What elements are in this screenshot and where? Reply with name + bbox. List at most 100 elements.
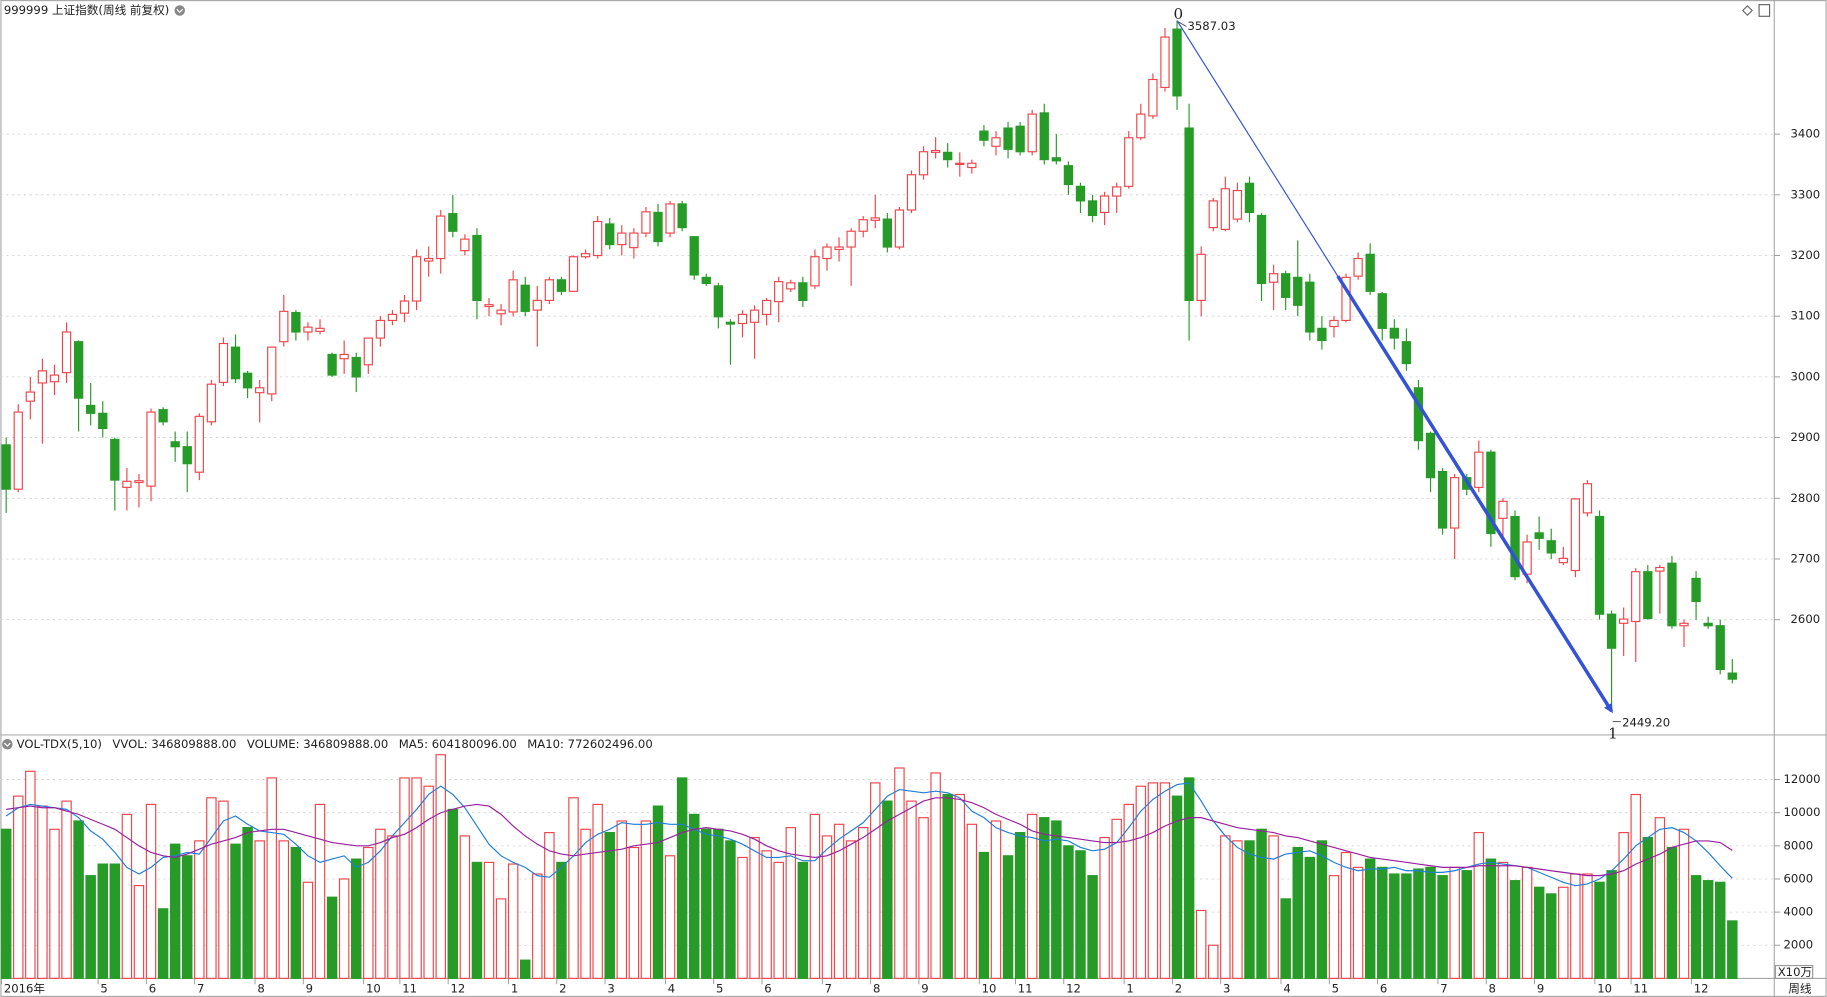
candle-body	[1281, 273, 1291, 298]
candle-body	[1643, 571, 1653, 620]
x-tick-label: 9	[921, 981, 928, 995]
candle-body	[86, 404, 96, 414]
volume-bar	[532, 873, 543, 979]
volume-bar	[857, 827, 869, 979]
volume-bar	[169, 843, 181, 979]
volume-bar	[688, 813, 700, 979]
candle-body	[206, 383, 217, 423]
candle-body	[387, 313, 398, 322]
candle-body	[1377, 293, 1387, 329]
volume-bar	[1594, 881, 1605, 979]
volume-bar	[1292, 846, 1303, 979]
volume-bar	[809, 813, 821, 979]
y-tick-label: 3300	[1791, 187, 1821, 201]
candle-body	[448, 213, 458, 232]
volume-bar	[1099, 836, 1110, 979]
volume-bar	[870, 782, 881, 979]
restore-button[interactable]	[1741, 5, 1753, 16]
x-tick-label: 2016年	[4, 981, 46, 995]
candle-body	[1558, 557, 1568, 564]
candle-body	[146, 411, 156, 487]
y-tick-label: 2700	[1791, 551, 1821, 565]
candle-body	[967, 162, 977, 169]
candle-body	[725, 321, 736, 325]
y-tick-label: 3400	[1791, 127, 1821, 141]
volume-bar	[978, 851, 990, 979]
volume-bar	[1413, 868, 1424, 979]
candle-body	[436, 215, 446, 260]
indicator-legend: MA10: 772602496.00	[527, 737, 652, 751]
volume-bar	[49, 828, 60, 979]
candle-body	[1425, 432, 1436, 479]
candle-body	[1051, 157, 1061, 162]
x-tick-label: 8	[873, 981, 880, 995]
candle-body	[1450, 477, 1460, 529]
candle-body	[665, 203, 675, 234]
volume-bar	[1039, 817, 1050, 979]
candle-body	[110, 438, 120, 481]
y-tick-label: 3100	[1791, 309, 1821, 323]
volume-bar	[326, 896, 338, 979]
x-tick-label: 11	[402, 981, 417, 995]
x-tick-label: 10	[1597, 981, 1612, 995]
candle-body	[955, 162, 965, 166]
candle-body	[182, 446, 192, 465]
candle-body	[737, 313, 748, 325]
volume-bar	[1666, 846, 1678, 979]
indicator-legend: VVOL: 346809888.00	[112, 737, 236, 751]
volume-bar	[664, 855, 676, 979]
volume-bar	[737, 856, 748, 979]
candle-body	[1715, 625, 1725, 671]
candle-body	[943, 151, 953, 161]
volume-bar	[1437, 875, 1448, 979]
x-tick-label: 4	[1283, 981, 1290, 995]
candle-body	[701, 276, 711, 285]
period-label: 周线	[1788, 981, 1812, 995]
volume-bar	[1702, 880, 1714, 979]
volume-bar	[471, 861, 483, 979]
x-tick-label: 7	[197, 981, 204, 995]
window-button[interactable]	[1758, 4, 1771, 17]
x-tick-label: 1	[1126, 981, 1133, 995]
menu-icon	[176, 8, 184, 14]
volume-bar	[1377, 866, 1388, 979]
indicator-menu[interactable]	[2, 739, 13, 750]
indicator-legend: VOL-TDX(5,10)	[17, 737, 102, 751]
candle-body	[761, 299, 772, 315]
candle-body	[1317, 327, 1327, 342]
x-tick-label: 5	[100, 981, 107, 995]
unit-box	[1774, 964, 1814, 979]
candle-body	[568, 256, 579, 292]
unit-label: X10万	[1778, 965, 1812, 979]
volume-bar	[797, 861, 809, 979]
volume-bar	[459, 835, 471, 979]
volume-bar	[966, 823, 978, 979]
x-tick-label: 11	[1018, 981, 1033, 995]
candle-body	[1486, 451, 1496, 535]
candle-body	[1015, 125, 1025, 153]
volume-bar	[218, 800, 229, 979]
candle-body	[629, 232, 639, 249]
volume-bar	[833, 823, 845, 979]
menu-button[interactable]	[174, 5, 185, 16]
volume-bar	[1509, 880, 1521, 979]
volume-bar	[266, 777, 277, 979]
volume-bar	[1087, 875, 1098, 979]
candle-body	[1268, 273, 1279, 283]
volume-bar	[447, 808, 459, 979]
volume-bar	[278, 840, 290, 979]
candle-body	[1727, 672, 1737, 680]
candle-body	[291, 311, 301, 333]
volume-bar	[1389, 873, 1400, 979]
volume-bar	[97, 863, 108, 979]
x-tick-label: 2	[1175, 981, 1182, 995]
candle-body	[315, 327, 325, 332]
volume-bar	[1425, 866, 1436, 979]
candle-body	[810, 256, 820, 287]
volume-bar	[1171, 795, 1183, 979]
volume-bar	[1256, 828, 1267, 979]
candle-body	[1136, 113, 1146, 139]
volume-bar	[592, 803, 603, 979]
